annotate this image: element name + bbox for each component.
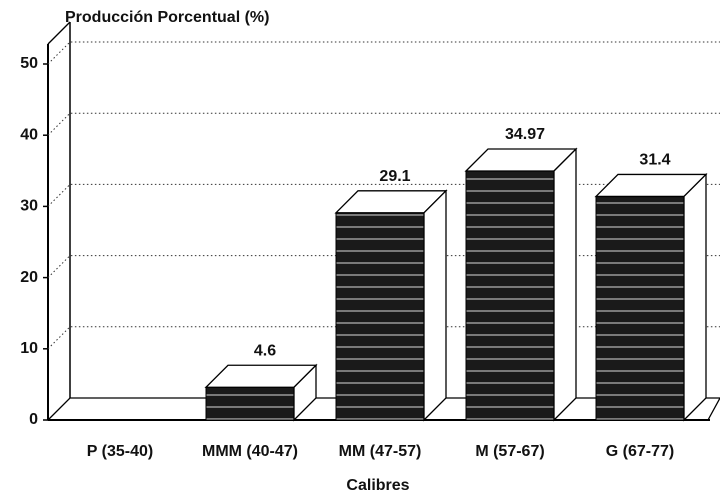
bar-side	[423, 189, 447, 422]
x-tick-label: MMM (40-47)	[202, 443, 298, 460]
bar	[595, 195, 685, 421]
bar-side	[683, 172, 707, 422]
y-tick-label: 30	[20, 198, 38, 215]
x-axis-title: Calibres	[346, 477, 409, 494]
x-tick-label: MM (47-57)	[339, 443, 422, 460]
y-tick-label: 40	[20, 126, 38, 143]
y-tick-label: 50	[20, 55, 38, 72]
x-tick-label: G (67-77)	[606, 443, 674, 460]
data-label: 4.6	[254, 342, 276, 359]
y-tick-label: 10	[20, 340, 38, 357]
y-tick-label: 20	[20, 269, 38, 286]
bar	[465, 170, 555, 421]
y-axis-top	[47, 21, 71, 45]
data-label: 31.4	[639, 152, 670, 169]
bar-side	[553, 147, 577, 422]
bar-side	[293, 363, 317, 422]
x-tick-label: P (35-40)	[87, 443, 153, 460]
bar	[335, 212, 425, 421]
x-tick-label: M (57-67)	[475, 443, 544, 460]
bar	[205, 386, 295, 421]
data-label: 34.97	[505, 126, 545, 143]
grid-line	[47, 112, 720, 136]
y-tick-label: 0	[29, 411, 38, 428]
data-label: 29.1	[379, 168, 410, 185]
y-axis-title: Producción Porcentual (%)	[65, 9, 269, 26]
grid-line	[47, 41, 720, 65]
